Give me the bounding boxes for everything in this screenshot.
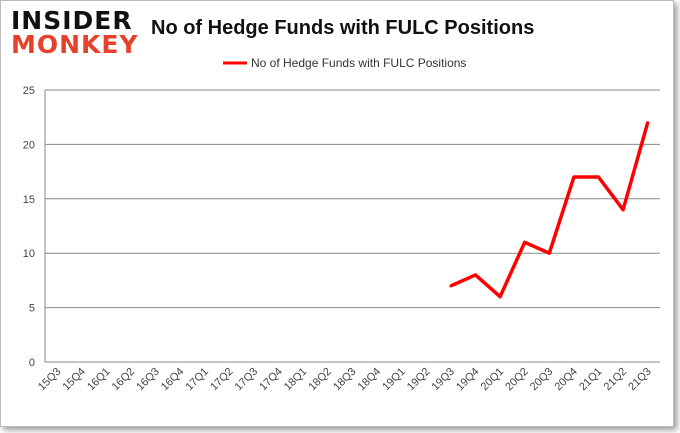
x-tick-label: 20Q2 — [503, 366, 531, 394]
logo-line2: MONKEY — [11, 30, 139, 59]
x-tick-label: 19Q3 — [429, 366, 457, 394]
x-tick-label: 15Q4 — [60, 366, 88, 394]
x-tick-label: 17Q4 — [257, 366, 285, 394]
y-tick-label: 5 — [29, 303, 35, 315]
chart-title: No of Hedge Funds with FULC Positions — [151, 17, 535, 39]
y-tick-label: 20 — [23, 139, 35, 151]
data-point — [449, 284, 453, 288]
x-tick-label: 15Q3 — [36, 366, 64, 394]
y-tick-label: 15 — [23, 194, 35, 206]
y-tick-label: 25 — [23, 85, 35, 97]
x-tick-label: 18Q3 — [331, 366, 359, 394]
x-tick-label: 21Q1 — [577, 366, 605, 394]
data-point — [547, 251, 551, 255]
data-point — [523, 240, 527, 244]
x-tick-label: 18Q1 — [282, 366, 310, 394]
x-tick-label: 20Q1 — [479, 366, 507, 394]
x-tick-label: 19Q2 — [405, 366, 433, 394]
data-point — [474, 273, 477, 277]
legend-label: No of Hedge Funds with FULC Positions — [251, 56, 466, 70]
y-tick-label: 0 — [29, 357, 35, 369]
x-tick-label: 21Q2 — [602, 366, 630, 394]
logo-line1: INSIDER — [11, 6, 133, 35]
data-point — [621, 208, 625, 212]
x-tick-label: 19Q4 — [454, 366, 482, 394]
data-point — [498, 295, 502, 299]
x-tick-label: 17Q1 — [183, 366, 211, 394]
x-tick-label: 19Q1 — [380, 366, 408, 394]
insider-monkey-logo: INSIDER MONKEY — [11, 6, 139, 59]
x-tick-label: 21Q3 — [626, 366, 654, 394]
x-tick-label: 16Q4 — [159, 366, 187, 394]
x-tick-label: 20Q4 — [552, 366, 580, 394]
x-tick-label: 18Q4 — [356, 366, 384, 394]
x-tick-label: 16Q3 — [134, 366, 162, 394]
chart-frame: INSIDER MONKEY No of Hedge Funds with FU… — [0, 0, 674, 427]
line-chart: 051015202515Q315Q416Q116Q216Q316Q417Q117… — [23, 56, 660, 394]
x-tick-label: 17Q3 — [233, 366, 261, 394]
x-tick-label: 18Q2 — [306, 366, 334, 394]
data-point — [572, 175, 576, 179]
data-point — [597, 175, 600, 179]
x-tick-label: 16Q1 — [85, 366, 113, 394]
x-tick-label: 16Q2 — [110, 366, 138, 394]
x-tick-label: 20Q3 — [528, 366, 556, 394]
series-line — [450, 122, 650, 299]
x-tick-label: 17Q2 — [208, 366, 236, 394]
y-tick-label: 10 — [23, 248, 35, 260]
data-point — [646, 121, 650, 125]
